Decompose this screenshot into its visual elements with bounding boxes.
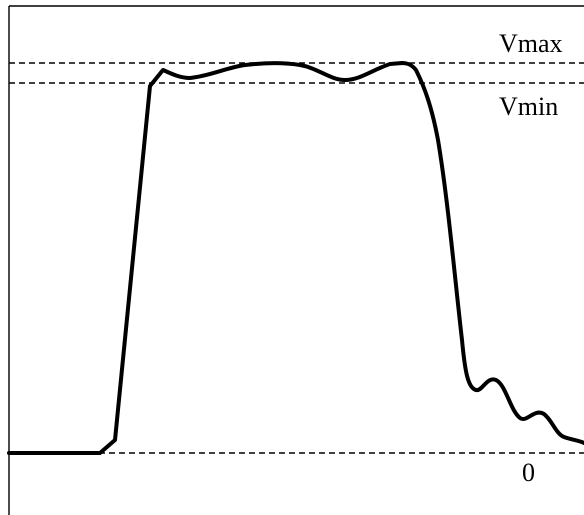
vmin-label: Vmin xyxy=(499,92,558,121)
pulse-signal-curve xyxy=(7,61,584,455)
vmax-label: Vmax xyxy=(499,29,563,58)
zero-label: 0 xyxy=(522,458,535,487)
